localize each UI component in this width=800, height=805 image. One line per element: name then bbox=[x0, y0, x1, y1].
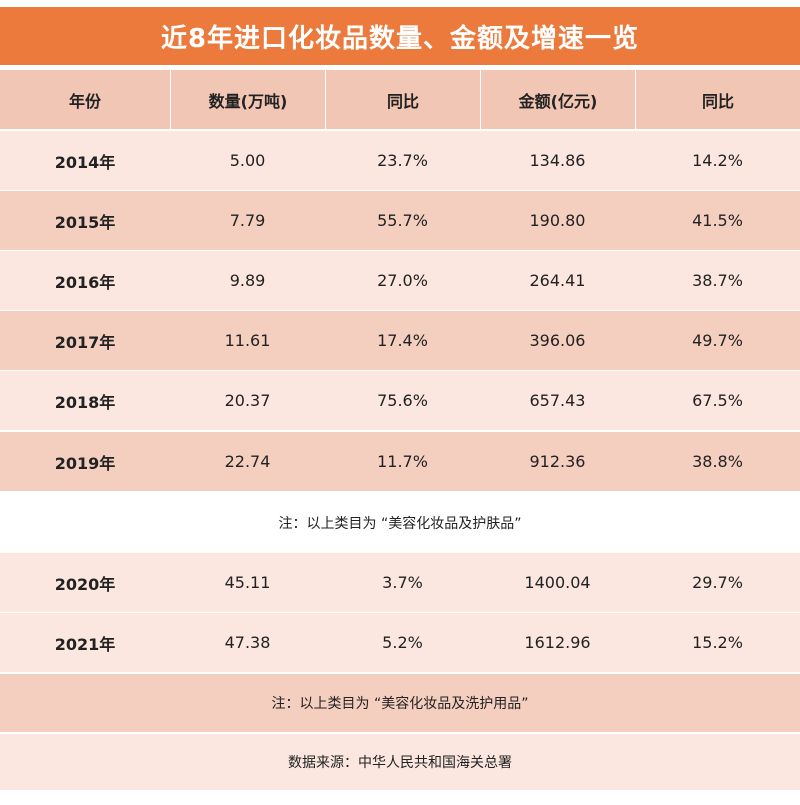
table-row: 2017年 11.61 17.4% 396.06 49.7% bbox=[0, 311, 800, 370]
cell-amount: 190.80 bbox=[529, 211, 586, 230]
cell-quantity-yoy: 11.7% bbox=[377, 452, 428, 471]
cell-quantity: 22.74 bbox=[224, 452, 271, 471]
cell-quantity: 7.79 bbox=[229, 211, 266, 230]
cell-amount: 134.86 bbox=[529, 151, 586, 170]
table-row: 2020年 45.11 3.7% 1400.04 29.7% bbox=[0, 553, 800, 612]
cell-amount-yoy: 49.7% bbox=[692, 331, 743, 350]
cell-quantity-yoy: 27.0% bbox=[377, 271, 428, 290]
header-year: 年份 bbox=[68, 91, 101, 111]
cell-year: 2014年 bbox=[54, 152, 116, 172]
cell-amount-yoy: 41.5% bbox=[692, 211, 743, 230]
cell-year: 2021年 bbox=[54, 634, 116, 654]
cell-year: 2019年 bbox=[54, 453, 116, 473]
header-quantity: 数量(万吨) bbox=[170, 70, 325, 129]
cell-quantity-yoy: 3.7% bbox=[382, 573, 423, 592]
cell-quantity-yoy: 17.4% bbox=[377, 331, 428, 350]
cell-amount-yoy: 15.2% bbox=[692, 633, 743, 652]
cell-quantity: 47.38 bbox=[224, 633, 271, 652]
table-row: 2016年 9.89 27.0% 264.41 38.7% bbox=[0, 251, 800, 310]
table-title: 近8年进口化妆品数量、金额及增速一览 bbox=[0, 7, 800, 65]
cell-quantity-yoy: 55.7% bbox=[377, 211, 428, 230]
cell-quantity-yoy: 23.7% bbox=[377, 151, 428, 170]
cell-amount-yoy: 29.7% bbox=[692, 573, 743, 592]
cell-amount-yoy: 14.2% bbox=[692, 151, 743, 170]
data-source: 数据来源：中华人民共和国海关总署 bbox=[0, 734, 800, 790]
cell-quantity: 45.11 bbox=[224, 573, 271, 592]
cell-amount: 1612.96 bbox=[524, 633, 591, 652]
cell-quantity: 11.61 bbox=[224, 331, 271, 350]
header-amount: 金额(亿元) bbox=[480, 70, 635, 129]
table-row: 2019年 22.74 11.7% 912.36 38.8% bbox=[0, 432, 800, 491]
cell-year: 2015年 bbox=[54, 212, 116, 232]
cell-amount-yoy: 38.7% bbox=[692, 271, 743, 290]
category-note-1: 注：以上类目为 “美容化妆品及护肤品” bbox=[0, 494, 800, 552]
cell-amount-yoy: 67.5% bbox=[692, 391, 743, 410]
cell-amount: 912.36 bbox=[529, 452, 586, 471]
cell-amount: 264.41 bbox=[529, 271, 586, 290]
cell-quantity: 20.37 bbox=[224, 391, 271, 410]
header-quantity-yoy: 同比 bbox=[325, 70, 480, 129]
cell-year: 2018年 bbox=[54, 392, 116, 412]
table-row: 2015年 7.79 55.7% 190.80 41.5% bbox=[0, 191, 800, 250]
cell-amount: 657.43 bbox=[529, 391, 586, 410]
cell-amount-yoy: 38.8% bbox=[692, 452, 743, 471]
cell-amount: 396.06 bbox=[529, 331, 586, 350]
cell-year: 2016年 bbox=[54, 272, 116, 292]
table-row: 2018年 20.37 75.6% 657.43 67.5% bbox=[0, 371, 800, 430]
cell-quantity: 9.89 bbox=[229, 271, 266, 290]
header-amount-yoy: 同比 bbox=[635, 70, 800, 129]
cell-quantity-yoy: 75.6% bbox=[377, 391, 428, 410]
cell-year: 2020年 bbox=[54, 574, 116, 594]
table-row: 2014年 5.00 23.7% 134.86 14.2% bbox=[0, 131, 800, 190]
table-header: 年份 数量(万吨) 同比 金额(亿元) 同比 bbox=[0, 70, 800, 129]
cell-year: 2017年 bbox=[54, 332, 116, 352]
table-row: 2021年 47.38 5.2% 1612.96 15.2% bbox=[0, 613, 800, 672]
cell-amount: 1400.04 bbox=[524, 573, 591, 592]
cell-quantity-yoy: 5.2% bbox=[382, 633, 423, 652]
cell-quantity: 5.00 bbox=[229, 151, 266, 170]
category-note-2: 注：以上类目为 “美容化妆品及洗护用品” bbox=[0, 674, 800, 732]
